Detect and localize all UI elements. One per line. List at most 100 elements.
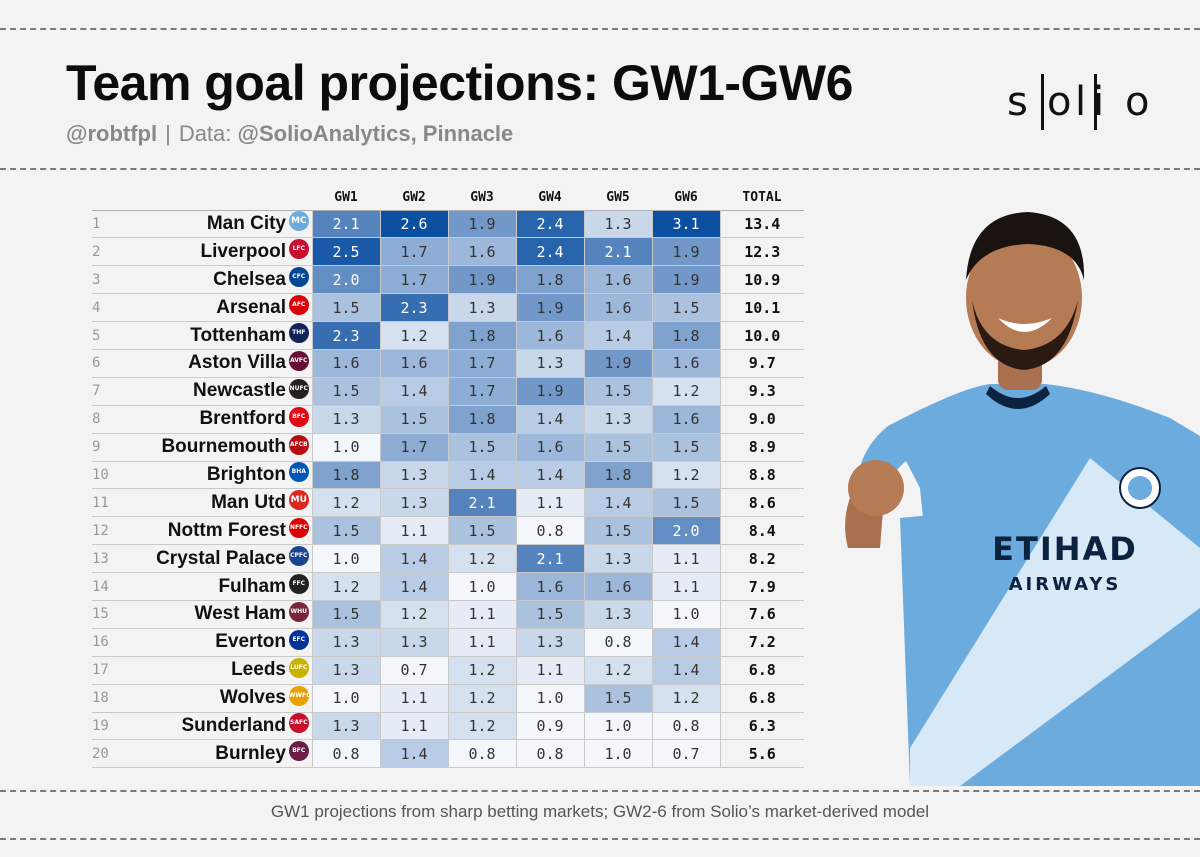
projection-cell: 1.1 xyxy=(380,712,449,741)
crest-cell: WHU xyxy=(286,600,313,629)
logo-letter: s xyxy=(1007,79,1028,125)
rank-cell: 6 xyxy=(92,349,136,378)
team-crest-icon: BHA xyxy=(288,462,309,483)
total-cell: 7.6 xyxy=(720,600,804,629)
footer-divider xyxy=(0,790,1200,792)
projection-cell: 1.3 xyxy=(448,293,517,323)
projection-cell: 1.5 xyxy=(312,293,381,323)
projection-cell: 1.2 xyxy=(652,461,721,490)
projection-cell: 1.2 xyxy=(448,684,517,713)
subtitle-separator: | xyxy=(165,121,171,146)
projection-cell: 1.3 xyxy=(312,656,381,685)
crest-cell: AFC xyxy=(286,293,313,323)
team-crest-icon: AFC xyxy=(288,295,309,316)
rank-cell: 3 xyxy=(92,265,136,295)
table-row: 14 Fulham FFC 1.2 1.4 1.0 1.6 1.6 1.1 7.9 xyxy=(92,572,804,601)
team-crest-icon: AFCB xyxy=(288,434,309,455)
rank-cell: 20 xyxy=(92,739,136,769)
projection-cell: 1.0 xyxy=(652,600,721,629)
player-sponsor-main: ETIHAD xyxy=(992,530,1138,568)
projection-cell: 2.1 xyxy=(448,488,517,518)
rank-cell: 18 xyxy=(92,684,136,713)
projection-cell: 1.2 xyxy=(652,377,721,406)
projection-cell: 1.3 xyxy=(312,405,381,434)
crest-cell: NFFC xyxy=(286,516,313,546)
page-title: Team goal projections: GW1-GW6 xyxy=(66,55,853,111)
column-header-gw6: GW6 xyxy=(674,190,698,206)
projection-cell: 1.6 xyxy=(516,321,585,350)
projection-cell: 1.3 xyxy=(516,349,585,378)
table-row: 20 Burnley BFC 0.8 1.4 0.8 0.8 1.0 0.7 5.6 xyxy=(92,739,804,769)
projection-cell: 1.5 xyxy=(448,516,517,546)
player-smile xyxy=(998,318,1052,332)
table-row: 15 West Ham WHU 1.5 1.2 1.1 1.5 1.3 1.0 7.6 xyxy=(92,600,804,629)
crest-cell: NUFC xyxy=(286,377,313,406)
projection-cell: 1.0 xyxy=(312,433,381,462)
projection-cell: 1.3 xyxy=(516,628,585,657)
projection-cell: 1.5 xyxy=(312,600,381,629)
projection-cell: 1.4 xyxy=(448,461,517,490)
projection-cell: 1.5 xyxy=(652,488,721,518)
team-name: Leeds xyxy=(136,656,286,685)
column-header-gw2: GW2 xyxy=(402,190,426,206)
projection-cell: 2.1 xyxy=(516,544,585,574)
team-name: Man City xyxy=(136,209,286,239)
projection-cell: 1.9 xyxy=(516,293,585,323)
projection-cell: 1.9 xyxy=(652,237,721,267)
projection-cell: 1.4 xyxy=(380,739,449,769)
table-row: 18 Wolves WWFC 1.0 1.1 1.2 1.0 1.5 1.2 6.8 xyxy=(92,684,804,713)
projection-cell: 1.1 xyxy=(380,684,449,713)
total-cell: 8.2 xyxy=(720,544,804,574)
projection-cell: 1.6 xyxy=(448,237,517,267)
table-row: 11 Man Utd MU 1.2 1.3 2.1 1.1 1.4 1.5 8.6 xyxy=(92,488,804,518)
team-name: Chelsea xyxy=(136,265,286,295)
rank-cell: 4 xyxy=(92,293,136,323)
logo-letter: i xyxy=(1093,79,1105,125)
projection-cell: 1.7 xyxy=(448,377,517,406)
author-handle[interactable]: @robtfpl xyxy=(66,121,158,146)
projection-cell: 1.4 xyxy=(584,488,653,518)
total-cell: 9.7 xyxy=(720,349,804,378)
projection-cell: 0.7 xyxy=(380,656,449,685)
crest-cell: CPFC xyxy=(286,544,313,574)
player-head xyxy=(966,228,1082,368)
projection-cell: 1.1 xyxy=(516,488,585,518)
column-header-gw3: GW3 xyxy=(470,190,494,206)
total-cell: 8.4 xyxy=(720,516,804,546)
team-crest-icon: BFC xyxy=(288,406,309,427)
team-crest-icon: NFFC xyxy=(288,518,309,539)
crest-cell: AFCB xyxy=(286,433,313,462)
projection-cell: 0.8 xyxy=(584,628,653,657)
projection-cell: 2.3 xyxy=(380,293,449,323)
team-crest-icon: MU xyxy=(288,490,309,511)
crest-cell: SAFC xyxy=(286,712,313,741)
projection-cell: 1.8 xyxy=(516,265,585,295)
team-name: Bournemouth xyxy=(136,433,286,462)
team-name: Nottm Forest xyxy=(136,516,286,546)
table-row: 5 Tottenham THF 2.3 1.2 1.8 1.6 1.4 1.8 10.0 xyxy=(92,321,804,350)
projection-cell: 1.9 xyxy=(516,377,585,406)
projection-cell: 1.5 xyxy=(584,433,653,462)
projection-cell: 1.1 xyxy=(516,656,585,685)
team-name: Newcastle xyxy=(136,377,286,406)
team-crest-icon: CPFC xyxy=(288,546,309,567)
projection-cell: 1.5 xyxy=(652,293,721,323)
projection-cell: 2.4 xyxy=(516,209,585,239)
projection-cell: 1.5 xyxy=(516,600,585,629)
total-cell: 6.8 xyxy=(720,684,804,713)
column-header-gw5: GW5 xyxy=(606,190,630,206)
projection-cell: 1.5 xyxy=(312,377,381,406)
team-crest-icon: BFC xyxy=(288,741,309,762)
team-name: Brighton xyxy=(136,461,286,490)
projection-cell: 2.0 xyxy=(312,265,381,295)
table-row: 4 Arsenal AFC 1.5 2.3 1.3 1.9 1.6 1.5 10.1 xyxy=(92,293,804,323)
projection-cell: 1.3 xyxy=(312,712,381,741)
projection-cell: 1.1 xyxy=(652,572,721,601)
projection-cell: 0.8 xyxy=(516,739,585,769)
table-row: 9 Bournemouth AFCB 1.0 1.7 1.5 1.6 1.5 1.5 8.9 xyxy=(92,433,804,462)
projection-cell: 1.9 xyxy=(448,209,517,239)
rank-cell: 15 xyxy=(92,600,136,629)
projection-cell: 2.3 xyxy=(312,321,381,350)
projection-cell: 1.7 xyxy=(448,349,517,378)
projection-cell: 1.0 xyxy=(516,684,585,713)
